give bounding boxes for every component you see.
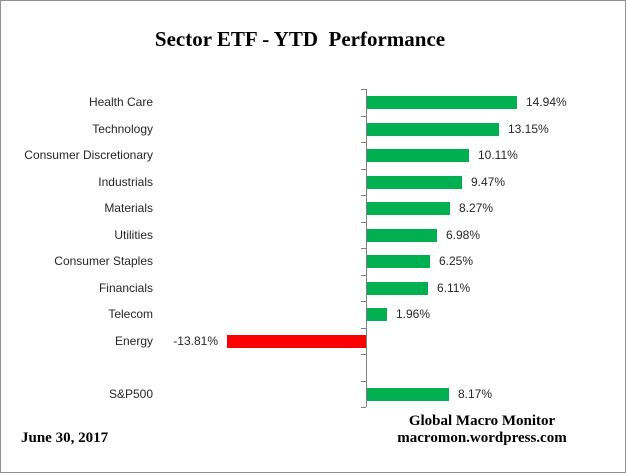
bar-positive [367, 149, 469, 162]
axis-tick [361, 301, 366, 302]
brand-url: macromon.wordpress.com [397, 430, 567, 446]
bar-negative [227, 334, 366, 348]
brand-name: Global Macro Monitor [408, 413, 556, 429]
chart-row: Materials 8.27% [1, 195, 625, 222]
chart-row: Utilities 6.98% [1, 222, 625, 249]
axis-tick [361, 354, 366, 355]
axis-tick [361, 195, 366, 196]
value-label: 14.94% [526, 95, 567, 109]
axis-tick [361, 275, 366, 276]
brand-block: Global Macro Monitor macromon.wordpress.… [382, 413, 582, 447]
category-label: Energy [114, 333, 153, 348]
category-label: Industrials [98, 174, 153, 189]
category-label: Consumer Discretionary [24, 148, 153, 162]
axis-tick [361, 222, 366, 223]
bar-positive [367, 228, 437, 242]
chart-row: Technology 13.15% [1, 116, 625, 143]
value-label: 6.11% [437, 280, 471, 295]
bar-positive [367, 175, 462, 189]
bar-positive [367, 387, 449, 401]
value-label: 6.25% [439, 254, 474, 268]
axis-tick [361, 169, 366, 170]
value-label: 1.96% [396, 307, 431, 321]
category-label: Technology [92, 121, 153, 136]
bar-positive [367, 96, 517, 109]
chart-row [1, 354, 625, 381]
value-label: 13.15% [508, 121, 549, 136]
chart-row: Consumer Discretionary 10.11% [1, 142, 625, 169]
value-label: -13.81% [173, 333, 218, 348]
chart-row: Industrials 9.47% [1, 169, 625, 196]
bar-chart-plot-area: Health Care 14.94% Technology 13.15% Consume… [1, 89, 625, 408]
chart-row: Consumer Staples 6.25% [1, 248, 625, 275]
chart-row: Financials 6.11% [1, 275, 625, 302]
axis-tick [361, 142, 366, 143]
category-label: S&P500 [108, 386, 153, 401]
axis-tick [361, 89, 366, 90]
axis-tick [361, 116, 366, 117]
bar-positive [367, 202, 450, 215]
chart-title: Sector ETF - YTD Performance [154, 27, 446, 51]
category-label: Utilities [114, 227, 153, 242]
value-axis [366, 89, 367, 407]
chart-row: Health Care 14.94% [1, 89, 625, 116]
value-label: 6.98% [446, 227, 481, 242]
category-label: Consumer Staples [54, 254, 153, 268]
chart-row: S&P500 8.17% [1, 381, 625, 408]
category-label: Telecom [108, 307, 153, 321]
axis-tick [361, 328, 366, 329]
bar-positive [367, 308, 387, 321]
axis-tick [361, 248, 366, 249]
axis-tick [361, 381, 366, 382]
value-label: 9.47% [471, 174, 506, 189]
bar-positive [367, 122, 499, 136]
value-label: 10.11% [478, 148, 518, 162]
date-label: June 30, 2017 [21, 430, 109, 446]
chart-row: Telecom 1.96% [1, 301, 625, 328]
axis-tick [361, 407, 366, 408]
category-label: Financials [98, 280, 153, 295]
value-label: 8.17% [458, 386, 493, 401]
category-label: Materials [104, 201, 153, 215]
bar-positive [367, 281, 428, 295]
category-label: Health Care [88, 95, 153, 109]
bar-positive [367, 255, 430, 268]
chart-row: Energy -13.81% [1, 328, 625, 355]
value-label: 8.27% [459, 201, 494, 215]
